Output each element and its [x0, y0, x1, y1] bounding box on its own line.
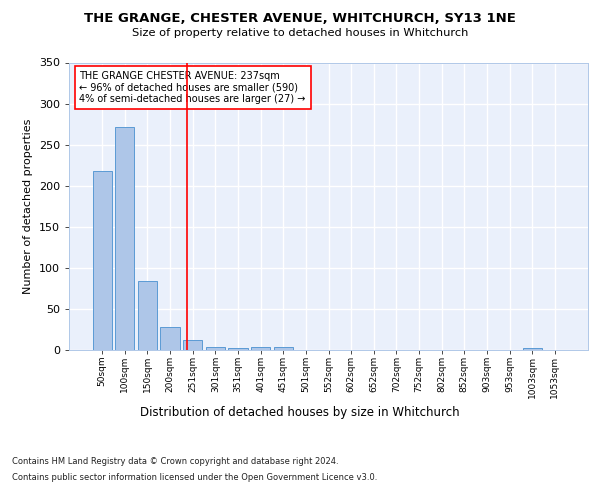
Bar: [115, 128, 134, 350]
Text: Contains HM Land Registry data © Crown copyright and database right 2024.: Contains HM Land Registry data © Crown c…: [12, 458, 338, 466]
Bar: [206, 346, 225, 350]
Bar: [183, 340, 202, 350]
Bar: [138, 281, 157, 350]
Y-axis label: Number of detached properties: Number of detached properties: [23, 118, 33, 294]
Bar: [274, 346, 293, 350]
Bar: [251, 346, 270, 350]
Bar: [229, 348, 248, 350]
Text: Contains public sector information licensed under the Open Government Licence v3: Contains public sector information licen…: [12, 472, 377, 482]
Bar: [92, 171, 112, 350]
Bar: [523, 348, 542, 350]
Text: Size of property relative to detached houses in Whitchurch: Size of property relative to detached ho…: [132, 28, 468, 38]
Bar: [160, 327, 180, 350]
Text: THE GRANGE, CHESTER AVENUE, WHITCHURCH, SY13 1NE: THE GRANGE, CHESTER AVENUE, WHITCHURCH, …: [84, 12, 516, 26]
Text: THE GRANGE CHESTER AVENUE: 237sqm
← 96% of detached houses are smaller (590)
4% : THE GRANGE CHESTER AVENUE: 237sqm ← 96% …: [79, 71, 306, 104]
Text: Distribution of detached houses by size in Whitchurch: Distribution of detached houses by size …: [140, 406, 460, 419]
